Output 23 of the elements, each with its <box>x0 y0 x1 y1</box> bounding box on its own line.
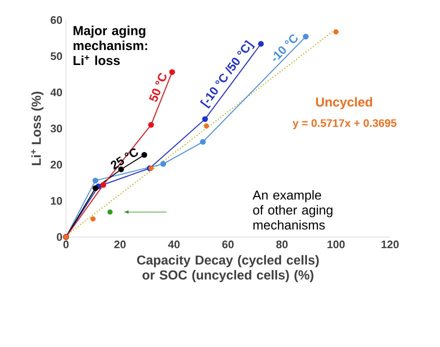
text: Uncycled <box>316 97 372 110</box>
x-tick-label: 40 <box>168 240 180 248</box>
x-tick-label: 20 <box>114 240 126 248</box>
x-tick-label: 60 <box>222 240 234 248</box>
x-tick-label: 120 <box>382 240 399 248</box>
x-tick-label: 80 <box>276 240 288 248</box>
y-tick-label: 30 <box>50 124 62 132</box>
text: -10 °C <box>272 34 298 62</box>
y-tick-label: 50 <box>50 52 62 60</box>
text: 50 °C <box>149 73 166 102</box>
y-tick-label: 40 <box>50 88 62 96</box>
annotation: An example of other aging mechanisms <box>252 190 332 230</box>
y-tick-label: 10 <box>50 196 62 205</box>
y-tick-label: 20 <box>50 160 62 169</box>
x-tick-label: 100 <box>328 240 345 248</box>
x-axis-title: Capacity Decay (cycled cells) or SOC (uncycled cells) (%) <box>137 255 319 282</box>
text: 25 °C <box>110 148 138 170</box>
y-tick-label: 0 <box>56 233 62 241</box>
annotation: y = 0.5717x + 0.3695 <box>292 119 396 130</box>
x-tick-label: 0 <box>63 240 69 248</box>
y-axis-title: Li$^{+}$ Loss (%) <box>31 92 44 166</box>
y-tick-label: 60 <box>50 16 62 24</box>
annotation: Major aging mechanism: Li$^{+}$ loss <box>74 26 148 66</box>
